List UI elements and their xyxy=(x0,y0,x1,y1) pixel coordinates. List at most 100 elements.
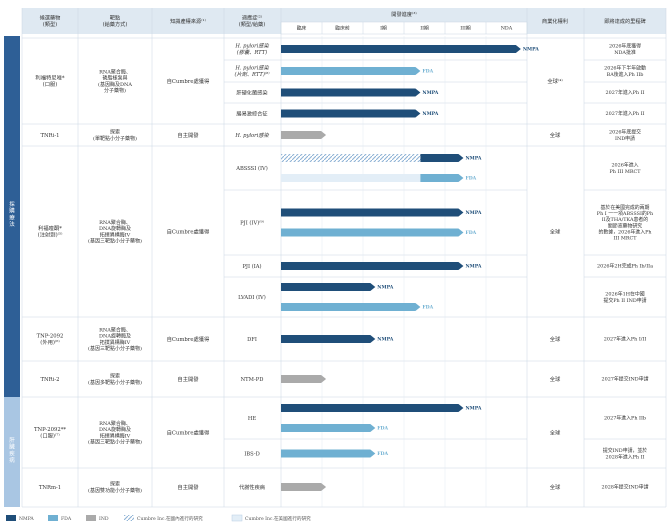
bar-ind xyxy=(281,131,327,139)
header-4: 開發進度⁽³⁾ xyxy=(391,10,417,18)
bar-ind xyxy=(281,375,327,383)
drug-ip-source: 自主開發 xyxy=(177,375,199,383)
drug-ip-source: 自主開發 xyxy=(177,131,199,139)
legend-swatch xyxy=(86,515,96,521)
drug-name: TNRi-1 xyxy=(40,133,59,139)
legend-label: IND xyxy=(99,516,109,522)
milestone-label: 2028年提交IND申請 xyxy=(601,484,648,491)
indication-label: 代謝性疾病 xyxy=(239,483,265,491)
drug-name: TNP-2092** (口服)⁽⁷⁾ xyxy=(34,427,66,440)
drug-ip-source: 自Cumbre處獲得 xyxy=(167,335,210,343)
legend-swatch xyxy=(231,514,243,522)
drug-target: 探索(基因雙功能小分子藥物) xyxy=(88,481,142,494)
header-2: 知識產權來源⁽¹⁾ xyxy=(170,17,206,25)
stage-label: 臨床前 xyxy=(335,25,350,32)
milestone-label: 2027年提交IND申請 xyxy=(601,376,648,383)
legend-swatch xyxy=(124,515,134,521)
drug-ip-source: 自Cumbre處獲得 xyxy=(167,77,210,85)
header-3: 適應症⁽²⁾ (類型/給藥) xyxy=(239,14,266,29)
bar-nmpa xyxy=(281,335,376,343)
bar-nmpa xyxy=(281,88,421,97)
drug-ip-source: 自Cumbre處獲得 xyxy=(167,428,210,436)
bar-fda xyxy=(420,174,464,182)
bar-label: NMPA xyxy=(465,210,481,216)
milestone-label: 提交IND申請，並於 2028年進入Ph II xyxy=(603,447,647,460)
bar-label: NMPA xyxy=(465,406,481,412)
bar-label: FDA xyxy=(465,230,476,236)
bar-label: FDA xyxy=(377,426,388,432)
side-group-bar xyxy=(4,36,20,397)
milestone-label: 2026年1H在中國提交Ph II IND申請 xyxy=(603,291,646,304)
bar-label: FDA xyxy=(422,69,433,75)
indication-label: PJI (IV)⁽⁹⁾ xyxy=(240,219,264,226)
side-label-1: 肝臟疾病 xyxy=(9,437,15,464)
bar-label: NMPA xyxy=(422,111,438,117)
bar-nmpa xyxy=(420,154,464,162)
header-0: 候選藥物(類型) xyxy=(40,14,61,29)
indication-label: PJI (IA) xyxy=(242,263,261,270)
bar-cumbre-fda xyxy=(281,174,464,182)
drug-name: 利福特尼唑* (口服) xyxy=(35,74,64,89)
indication-label: H. pylori感染(片劑、RTT)⁽⁸⁾ xyxy=(234,65,270,79)
indication-label: 腸易激綜合征 xyxy=(236,109,267,117)
drug-target: RNA聚合酶、 DNA旋轉酶及拓撲異構酶IV (基因三靶點小分子藥物) xyxy=(88,326,142,352)
indication-label: LVADI (IV) xyxy=(238,294,266,301)
drug-name: 利福喹酮* (注射劑)⁽⁵⁾ xyxy=(38,224,63,239)
indication-label: 肝硬化菌感染 xyxy=(236,88,267,96)
drug-rights: 全球 xyxy=(550,483,561,491)
bar-ind xyxy=(281,483,327,491)
indication-label: IBS-D xyxy=(244,451,260,457)
legend-label: NMPA xyxy=(19,516,34,522)
bar-label: NMPA xyxy=(422,90,438,96)
bar-label: FDA xyxy=(465,176,476,182)
milestone-label: 2026年2H完成Ph Ib/IIa xyxy=(597,263,653,270)
indication-label: DFI xyxy=(247,337,257,343)
milestone-label: 2027年進入Ph II xyxy=(606,89,645,96)
drug-rights: 全球 xyxy=(550,227,561,235)
legend-swatch xyxy=(6,515,16,521)
bar-nmpa xyxy=(281,109,421,118)
milestone-label: 2027年進入Ph IIb xyxy=(604,415,646,422)
bar-nmpa xyxy=(281,45,521,53)
bar-fda xyxy=(281,228,464,237)
bar-cumbre-nmpa xyxy=(281,154,464,162)
legend-label: Cumbre Inc.在美國進行的研究 xyxy=(245,515,311,522)
stage-label: II期 xyxy=(420,26,429,32)
bar-nmpa xyxy=(281,262,464,270)
drug-rights: 全球 xyxy=(550,131,561,139)
header-5: 商業化權利 xyxy=(542,17,568,25)
bar-label: FDA xyxy=(377,451,388,457)
stage-label: NDA xyxy=(501,26,513,32)
milestone-label: 2026年下半年啟動 BA後進入Ph IIb xyxy=(604,65,646,78)
milestone-label: 2027年進入Ph I/II xyxy=(604,336,647,343)
indication-label: H. pylori感染(膠囊、RTT) xyxy=(234,43,269,57)
bar-label: FDA xyxy=(422,305,433,311)
milestone-label: 2026年底獲得 NDA批准 xyxy=(609,43,641,56)
drug-name: TNP-2092 (外用)⁽⁶⁾ xyxy=(37,334,64,347)
bar-nmpa xyxy=(281,283,376,291)
drug-rights: 全球 xyxy=(550,335,561,343)
legend-label: FDA xyxy=(61,516,72,522)
bar-label: NMPA xyxy=(523,47,539,53)
milestone-label: 2026年底提交 IND申請 xyxy=(609,129,641,142)
milestone-label: 2026年進入 Ph III MRCT xyxy=(609,162,641,175)
bar-fda xyxy=(281,449,376,458)
bar-fda xyxy=(281,303,421,311)
stage-label: I期 xyxy=(380,26,387,32)
bar-nmpa xyxy=(281,208,464,217)
bar-label: NMPA xyxy=(465,264,481,270)
bar-label: NMPA xyxy=(465,156,481,162)
drug-target: 探索(單靶點小分子藥物) xyxy=(93,129,137,142)
drug-target: RNA聚合酶、 DNA旋轉酶及拓撲異構酶IV (基因三靶點小分子藥物) xyxy=(88,219,142,245)
side-label-0: 採購療法 xyxy=(9,200,15,228)
drug-name: TNRm-1 xyxy=(39,485,61,491)
bar-fda xyxy=(281,67,421,75)
milestone-label: 基於在美國完成的兩期 Ph I 一一項ABSSSI的Ph II及THA/TKA患者的… xyxy=(597,204,654,242)
bar-fda xyxy=(281,424,376,432)
header-6: 即將達成的里程碑 xyxy=(604,17,646,25)
drug-rights: 全球 xyxy=(550,375,561,383)
drug-ip-source: 自主開發 xyxy=(177,483,199,491)
drug-name: TNRi-2 xyxy=(40,377,59,383)
